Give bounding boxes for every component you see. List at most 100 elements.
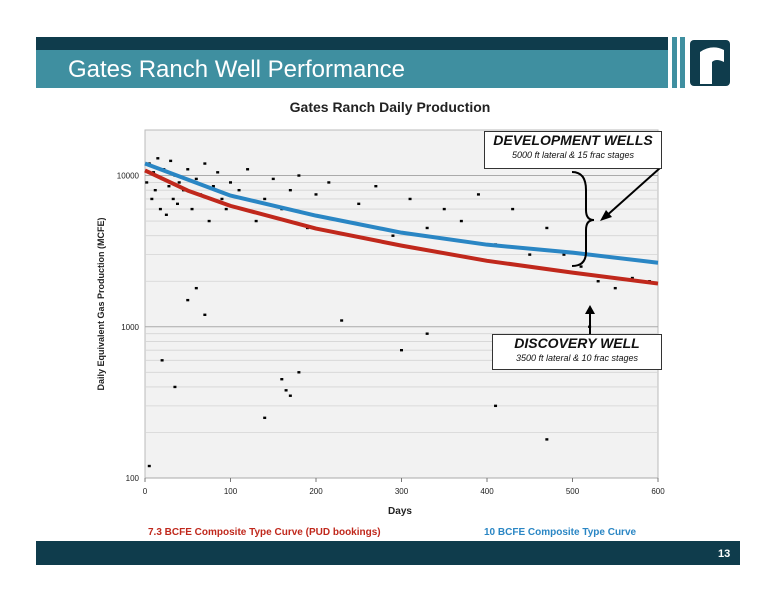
well-point (476, 193, 480, 196)
x-tick-label: 200 (309, 487, 323, 496)
well-point (630, 276, 634, 280)
well-point (288, 188, 292, 192)
annotation-box: DISCOVERY WELL 3500 ft lateral & 10 frac… (492, 334, 662, 370)
well-point (153, 188, 157, 192)
well-point (528, 253, 532, 256)
y-tick-label: 100 (126, 474, 140, 483)
well-point (511, 207, 515, 211)
well-point (211, 185, 215, 188)
well-point (203, 162, 207, 165)
page-number: 13 (718, 548, 730, 560)
plot-area (144, 129, 659, 479)
header-band (36, 50, 668, 88)
well-point (442, 207, 446, 211)
well-point (263, 416, 267, 420)
header-band-dark (36, 37, 668, 50)
arrowhead (600, 210, 612, 221)
well-point (391, 234, 395, 237)
well-point (229, 181, 232, 184)
well-point (297, 174, 301, 177)
well-point (186, 168, 190, 171)
x-tick-label: 500 (566, 487, 580, 496)
well-point (459, 219, 463, 223)
well-point (145, 181, 149, 184)
well-point (246, 168, 250, 171)
well-point (190, 207, 194, 211)
annotation-text: 5000 ft lateral & 15 frac stages (511, 150, 635, 160)
well-point (186, 298, 190, 302)
well-point (173, 385, 177, 389)
bracket (571, 171, 595, 267)
x-tick-label: 400 (480, 487, 494, 496)
well-point (194, 286, 198, 290)
arrow (603, 167, 661, 219)
well-point (494, 404, 498, 408)
x-tick-label: 100 (224, 487, 238, 496)
arrowhead (585, 305, 595, 314)
y-tick-label: 10000 (117, 172, 140, 181)
annotation-title: DEVELOPMENT WELLS (493, 132, 653, 148)
well-point (425, 332, 429, 335)
well-point (175, 202, 179, 206)
well-point (579, 265, 583, 268)
well-point (156, 157, 160, 160)
well-point (263, 197, 267, 201)
well-point (562, 253, 566, 256)
well-point (207, 219, 211, 223)
well-point (288, 394, 292, 397)
well-point (271, 177, 275, 181)
well-point (297, 371, 301, 374)
well-point (314, 193, 318, 196)
well-point (171, 197, 175, 201)
well-point (280, 378, 284, 381)
y-axis-label: Daily Equivalent Gas Production (MCFE) (96, 217, 106, 390)
chart-title: Gates Ranch Daily Production (290, 99, 491, 115)
well-point (545, 226, 549, 230)
well-point (596, 280, 600, 283)
type-curve (144, 161, 659, 265)
logo-bar (680, 37, 685, 88)
well-point (374, 185, 378, 188)
well-point (177, 181, 181, 184)
well-point (254, 219, 258, 223)
logo-bar (672, 37, 677, 88)
well-point (425, 226, 429, 230)
well-point (203, 313, 207, 316)
well-point (340, 319, 344, 322)
x-axis-label: Days (388, 506, 412, 517)
well-point (220, 197, 224, 201)
x-tick-label: 0 (143, 487, 148, 496)
annotation-box: DEVELOPMENT WELLS 5000 ft lateral & 15 f… (484, 131, 662, 169)
well-point (400, 348, 403, 352)
well-point (169, 159, 173, 163)
well-point (224, 207, 228, 211)
well-point (164, 213, 168, 216)
annotation-title: DISCOVERY WELL (514, 335, 640, 351)
annotation-text: 3500 ft lateral & 10 frac stages (515, 353, 639, 363)
well-point (237, 188, 241, 192)
footer-band (36, 541, 740, 565)
y-tick-label: 1000 (121, 323, 139, 332)
slide-title: Gates Ranch Well Performance (68, 56, 405, 83)
type-curve (144, 168, 659, 286)
well-point (150, 197, 154, 201)
well-point (216, 171, 220, 174)
well-point (357, 202, 361, 206)
logo-mark (700, 47, 724, 84)
x-tick-label: 600 (651, 487, 665, 496)
well-point (194, 177, 198, 181)
well-point (284, 389, 288, 392)
well-point (545, 438, 549, 441)
x-tick-label: 300 (395, 487, 409, 496)
legend-label: 7.3 BCFE Composite Type Curve (PUD booki… (148, 527, 381, 538)
well-point (147, 464, 151, 468)
well-point (408, 197, 412, 201)
well-point (613, 286, 617, 290)
well-point (158, 207, 162, 211)
well-point (327, 181, 331, 184)
legend-label: 10 BCFE Composite Type Curve (484, 527, 637, 538)
well-point (160, 359, 164, 362)
well-point (167, 185, 171, 188)
